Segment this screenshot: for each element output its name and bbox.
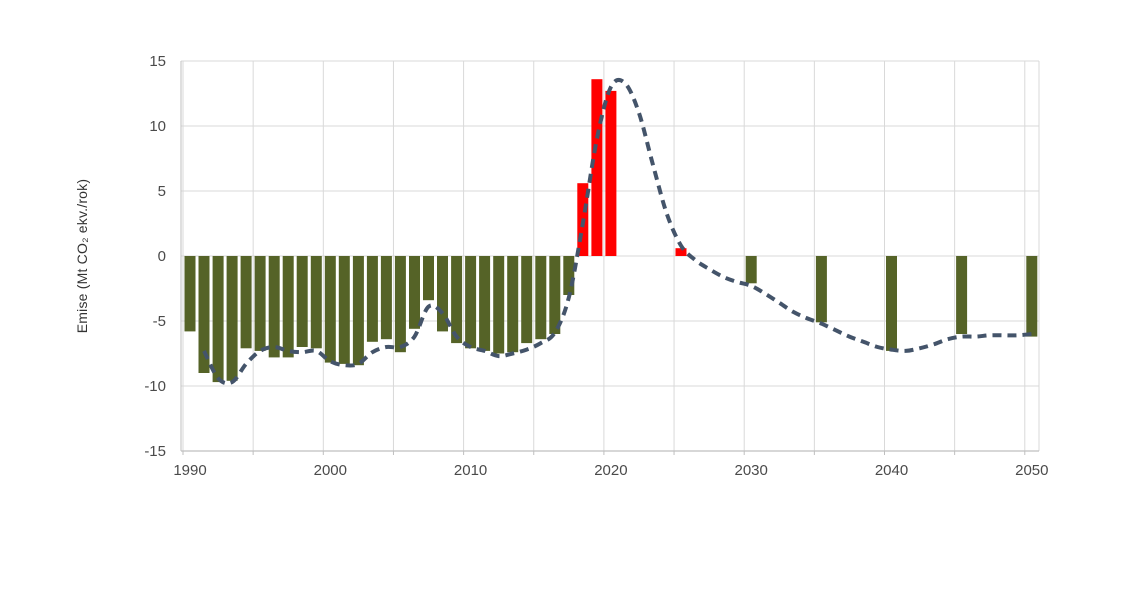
bar-2016 [549, 256, 561, 334]
bar-1990 [184, 256, 196, 332]
y-tick-label: 10 [149, 118, 166, 135]
bar-2025 [675, 248, 687, 256]
bar-2035 [815, 256, 827, 323]
bar-1992 [212, 256, 224, 383]
trend-line [202, 77, 1032, 386]
x-tick-label: 2010 [454, 462, 487, 479]
y-tick-label: -10 [144, 378, 166, 395]
bar-2003 [366, 256, 378, 342]
bar-2045 [956, 256, 968, 334]
bar-2000 [324, 256, 336, 363]
bar-1996 [268, 256, 280, 358]
bar-2001 [338, 256, 350, 364]
x-tick-label: 1990 [173, 462, 206, 479]
bar-1995 [254, 256, 266, 351]
bar-2030 [745, 256, 757, 284]
bar-2007 [423, 256, 434, 301]
bar-2005 [394, 256, 406, 353]
bar-1999 [310, 256, 322, 349]
bar-1991 [198, 256, 210, 373]
bar-2008 [437, 256, 448, 332]
bar-1994 [240, 256, 252, 349]
bar-2017 [563, 256, 575, 295]
bar-2014 [521, 256, 533, 344]
bar-2020 [605, 90, 617, 257]
bar-1997 [282, 256, 294, 358]
bar-2002 [352, 256, 364, 366]
bar-2050 [1026, 256, 1038, 337]
x-tick-label: 2040 [875, 462, 908, 479]
bar-2009 [451, 256, 463, 344]
bar-2015 [535, 256, 547, 340]
bar-2004 [380, 256, 392, 340]
y-tick-label: 0 [158, 248, 166, 265]
y-tick-label: 5 [158, 183, 166, 200]
bar-2019 [591, 79, 603, 256]
bar-1998 [296, 256, 308, 347]
y-tick-label: -15 [144, 443, 166, 460]
y-tick-label: 15 [149, 53, 166, 70]
bar-2012 [493, 256, 505, 354]
bar-2006 [409, 256, 420, 329]
x-tick-label: 2050 [1015, 462, 1048, 479]
bar-2040 [886, 256, 897, 351]
y-tick-label: -5 [153, 313, 166, 330]
x-tick-label: 2000 [314, 462, 347, 479]
bar-2010 [465, 256, 477, 349]
x-tick-label: 2030 [735, 462, 768, 479]
bar-2013 [507, 256, 519, 353]
x-tick-label: 2020 [594, 462, 627, 479]
bar-1993 [226, 256, 238, 381]
bar-2011 [479, 256, 491, 351]
